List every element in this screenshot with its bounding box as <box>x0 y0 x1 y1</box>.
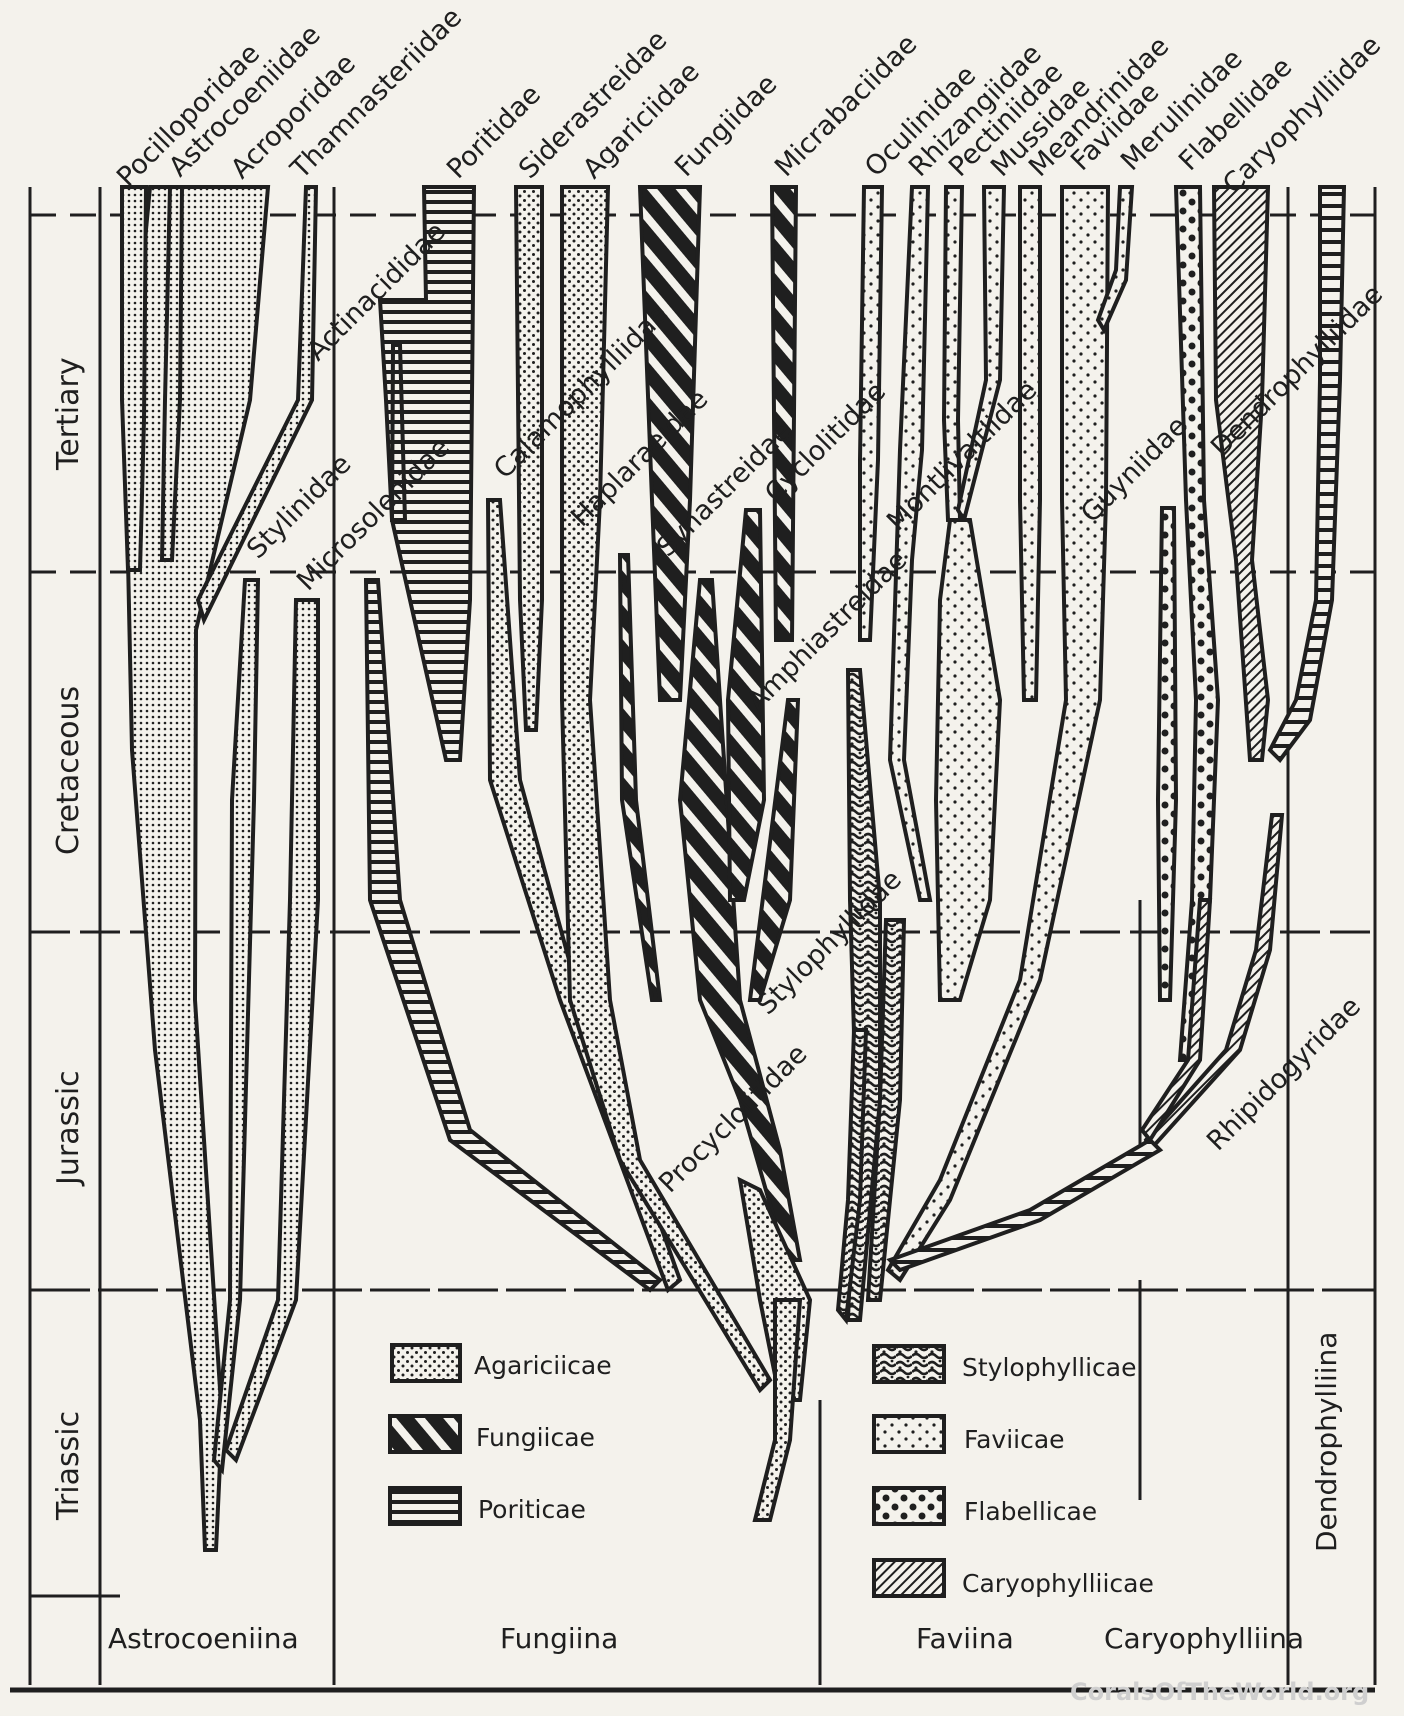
period-jurassic: Jurassic <box>51 1070 86 1187</box>
period-cretaceous: Cretaceous <box>51 686 86 855</box>
watermark: CoralsOfTheWorld.org <box>1070 1678 1369 1706</box>
swatch-stylophyllicae <box>872 1344 946 1384</box>
legend-agariciicae: Agariciicae <box>474 1351 612 1380</box>
branch-fungiina-trunk <box>752 1298 803 1522</box>
branch-astrocoeniidae <box>159 185 185 562</box>
branch-rhizangiidae <box>887 185 933 902</box>
suborder-fungiina: Fungiina <box>500 1622 618 1655</box>
suborder-dendrophylliina: Dendrophylliina <box>1310 1332 1343 1552</box>
time-grid <box>10 187 1377 1693</box>
branch-poritidae <box>377 185 477 762</box>
period-tertiary: Tertiary <box>51 357 86 471</box>
branch-haplaraeidae <box>617 553 663 1002</box>
swatch-caryophylliicae <box>872 1558 946 1598</box>
branch-meandrinidae <box>1018 185 1042 702</box>
legend-fungiicae: Fungiicae <box>476 1423 595 1452</box>
branch-oculinidae <box>858 185 885 642</box>
branch-stylophyllidae-outer <box>865 918 907 1302</box>
astrocoeniina-branches <box>120 185 320 1552</box>
swatch-poriticae <box>388 1486 462 1526</box>
caryophylliina-branches <box>1139 185 1285 1154</box>
branch-dendrophylliidae <box>1267 185 1347 764</box>
branch-calamophylliidae <box>485 498 683 1294</box>
label-rhipidogyridae: Rhipidogyridae <box>1201 991 1367 1157</box>
branch-pocilloporidae <box>120 185 149 572</box>
legend <box>388 1343 946 1598</box>
branch-actinacididae <box>389 343 408 522</box>
suborder-astrocoeniina: Astrocoeniina <box>108 1622 299 1655</box>
branch-siderastreidae <box>513 185 544 732</box>
branch-stylophyllidae <box>835 1028 869 1325</box>
fungiina-branches <box>363 185 813 1522</box>
swatch-flabellicae <box>872 1486 946 1526</box>
faviina-branches <box>835 185 1135 1325</box>
branch-agariciidae <box>560 185 773 1394</box>
branch-micrabaciidae <box>769 185 799 642</box>
legend-faviicae: Faviicae <box>964 1425 1065 1454</box>
branch-fungiidae <box>637 185 703 702</box>
branch-thamnasteriidae-lower <box>223 598 320 1464</box>
swatch-faviicae <box>872 1414 946 1454</box>
period-triassic: Triassic <box>51 1411 86 1521</box>
branch-dendrophylliidae-stem <box>886 1137 1164 1273</box>
branch-merulinidae <box>1095 185 1135 335</box>
branch-stylinidae <box>211 578 261 1476</box>
branch-caryophylliidae <box>1211 185 1271 762</box>
branch-guyniidae <box>1155 506 1179 1002</box>
legend-stylophyllicae: Stylophyllicae <box>962 1353 1137 1382</box>
period-labels: Tertiary Cretaceous Jurassic Triassic <box>51 357 86 1521</box>
legend-caryophylliicae: Caryophylliicae <box>962 1569 1154 1598</box>
branch-montlivaltiidae <box>933 518 1003 1002</box>
suborder-labels: Astrocoeniina Fungiina Faviina Caryophyl… <box>108 1332 1343 1655</box>
dendrophylliina-branch <box>886 185 1347 1273</box>
swatch-fungiicae <box>388 1414 462 1454</box>
legend-poriticae: Poriticae <box>478 1495 586 1524</box>
branch-microsolenidae <box>363 578 664 1293</box>
swatch-agariciicae <box>390 1343 462 1383</box>
suborder-faviina: Faviina <box>916 1622 1014 1655</box>
legend-labels: Agariciicae Fungiicae Poriticae Stylophy… <box>474 1351 1154 1598</box>
branch-faviidae <box>885 185 1111 1284</box>
suborder-caryophylliina: Caryophylliina <box>1104 1622 1304 1655</box>
top-family-labels: Pocilloporidae Astrocoeniidae Acroporida… <box>111 2 1387 200</box>
branch-micrabaciidae-lower <box>747 698 801 1002</box>
branch-cyclolitidae <box>725 508 767 902</box>
legend-flabellicae: Flabellicae <box>964 1497 1097 1526</box>
branch-thamnasteriidae <box>195 185 319 626</box>
